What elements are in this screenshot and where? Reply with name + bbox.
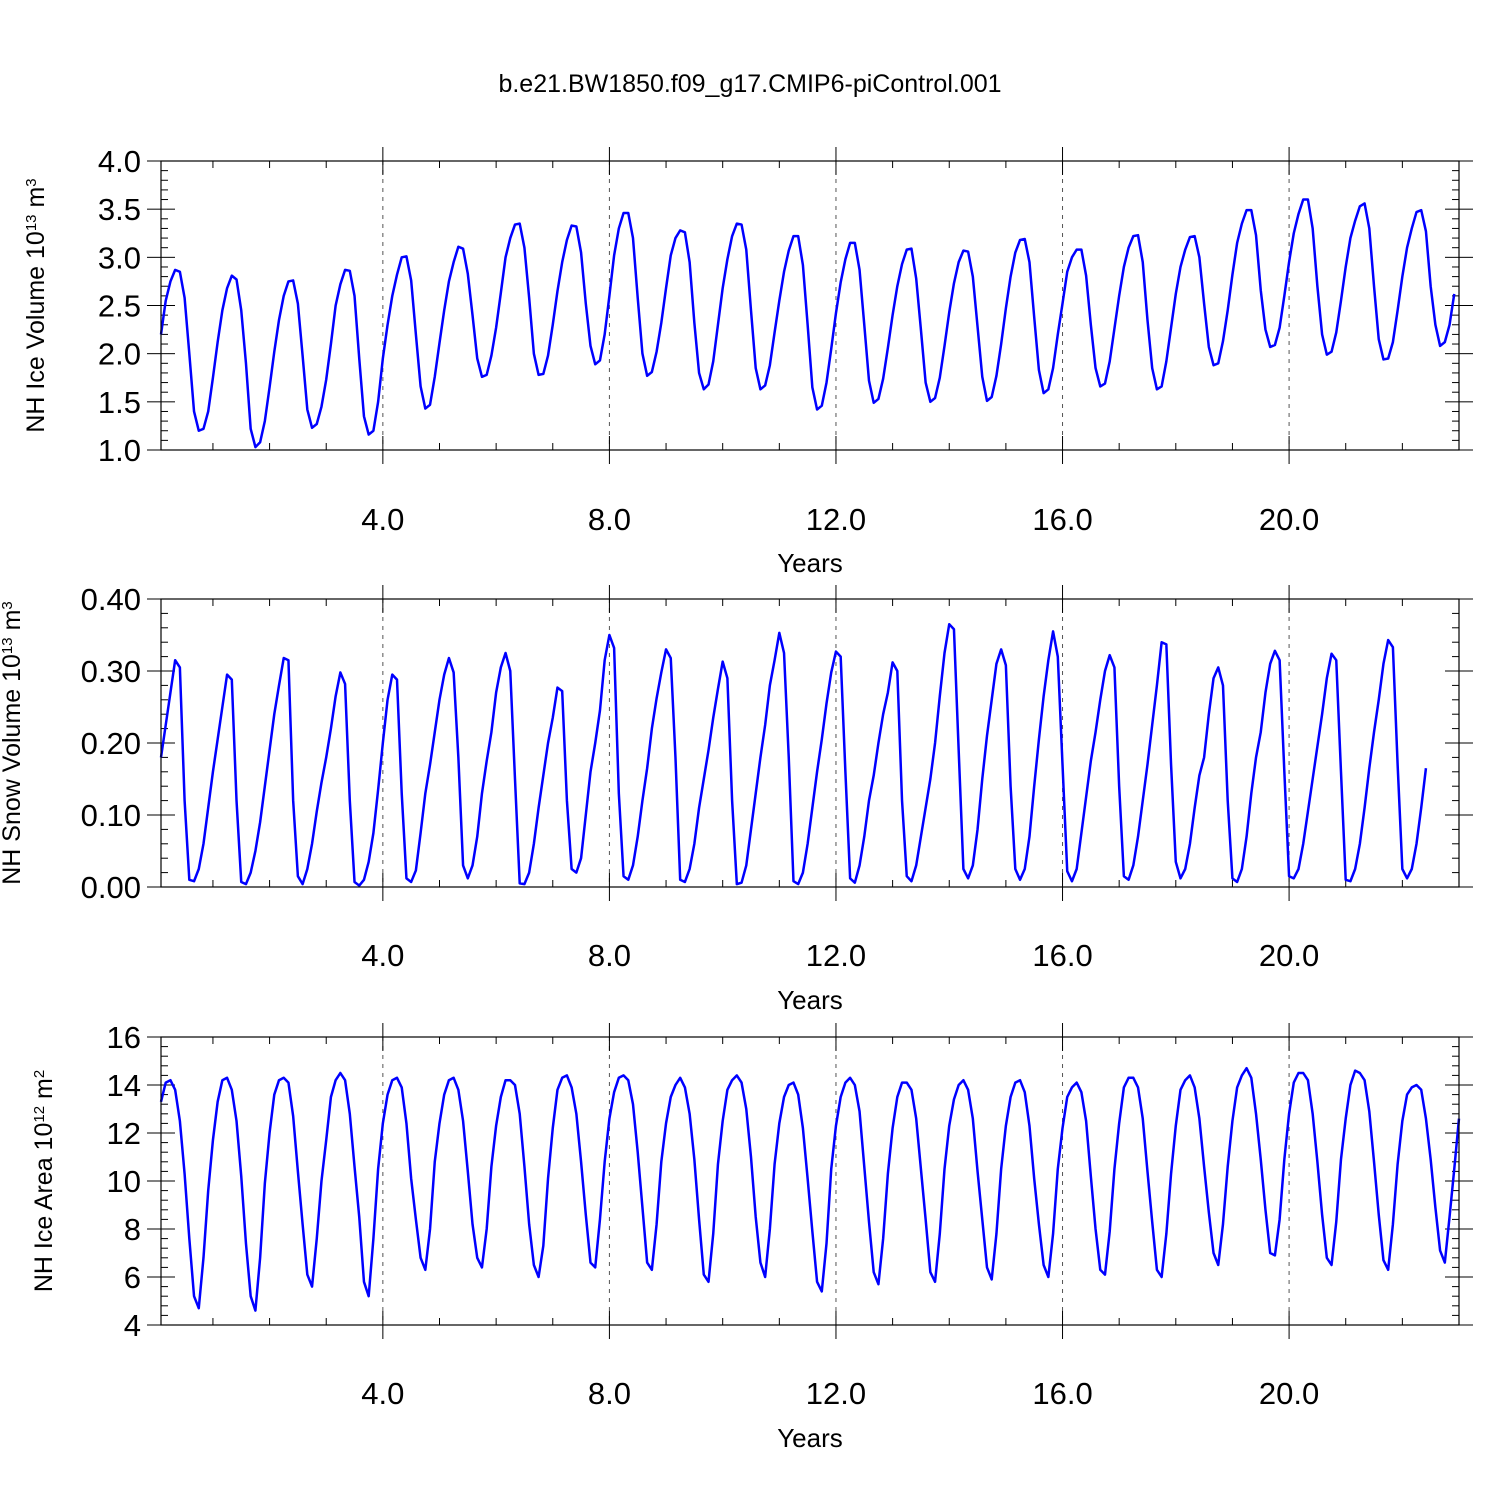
plot-frame [160,160,1460,451]
y-tick-label: 16 [107,1020,141,1055]
y-tick-label: 0.00 [81,870,141,905]
y-tick-label: 3.5 [98,192,141,227]
series-line [159,198,1456,449]
y-tick-label: 2.5 [98,289,141,324]
y-axis-title: NH Ice Volume 1013 m3 [22,178,50,432]
x-tick-label: 8.0 [588,1376,631,1411]
x-tick-label: 4.0 [361,502,404,537]
y-axis-title-part: m [22,187,50,215]
x-axis-title: Years [777,985,843,1015]
y-axis-title-superscript: 12 [31,1106,48,1123]
y-axis-title-part: m [0,610,26,638]
y-tick-label: 12 [107,1116,141,1151]
y-axis-title: NH Snow Volume 1013 m3 [0,601,26,885]
x-tick-label: 4.0 [361,938,404,973]
y-tick-label: 3.0 [98,240,141,275]
y-tick-label: 6 [124,1260,141,1295]
plot-frame [160,1036,1460,1326]
x-tick-label: 20.0 [1259,502,1319,537]
y-tick-label: 2.0 [98,337,141,372]
y-axis-title-superscript: 2 [31,1070,48,1078]
x-tick-label: 12.0 [806,1376,866,1411]
y-axis-title-part: NH Ice Area 10 [30,1123,58,1293]
x-tick-label: 16.0 [1032,1376,1092,1411]
x-tick-label: 20.0 [1259,938,1319,973]
x-tick-label: 20.0 [1259,1376,1319,1411]
chart-panel-2: 0.00 0.10 0.20 0.30 0.40 4.0 8.0 12.0 16.0 20.0 Ye… [0,582,1473,1015]
series-line [159,1066,1461,1312]
plot-frame [160,598,1460,888]
y-tick-label: 1.0 [98,433,141,468]
y-tick-label: 10 [107,1164,141,1199]
x-tick-label: 12.0 [806,502,866,537]
x-tick-label: 8.0 [588,938,631,973]
x-tick-label: 16.0 [1032,938,1092,973]
x-axis-title: Years [777,1423,843,1453]
chart-main-title: b.e21.BW1850.f09_g17.CMIP6-piControl.001 [498,70,1002,98]
y-tick-label: 0.30 [81,654,141,689]
y-axis-title: NH Ice Area 1012 m2 [30,1070,58,1292]
y-axis-title-part: m [30,1078,58,1106]
y-tick-label: 0.40 [81,582,141,617]
y-tick-label: 14 [107,1068,141,1103]
y-axis-title-part: NH Ice Volume 10 [22,231,50,433]
y-axis-title-superscript: 3 [0,601,16,609]
y-tick-label: 4 [124,1308,141,1343]
y-axis-title-superscript: 13 [23,214,40,231]
x-tick-label: 4.0 [361,1376,404,1411]
x-tick-label: 12.0 [806,938,866,973]
chart-panel-3: 4 6 8 10 12 14 16 4.0 8.0 12.0 16.0 20.0 Years NH Ice… [30,1020,1473,1453]
y-axis-title-superscript: 13 [0,637,16,654]
y-tick-label: 0.10 [81,798,141,833]
y-axis-title-superscript: 3 [23,178,40,186]
series-line [159,622,1428,887]
y-axis-title-part: NH Snow Volume 10 [0,654,26,885]
y-tick-label: 0.20 [81,726,141,761]
y-tick-label: 4.0 [98,144,141,179]
x-tick-label: 16.0 [1032,502,1092,537]
y-tick-label: 8 [124,1212,141,1247]
y-tick-label: 1.5 [98,385,141,420]
x-axis-title: Years [777,548,843,578]
x-tick-label: 8.0 [588,502,631,537]
chart-panel-1: 1.0 1.5 2.0 2.5 3.0 3.5 4.0 4.0 8.0 12.0 16.0 20.0 Y… [22,144,1473,578]
